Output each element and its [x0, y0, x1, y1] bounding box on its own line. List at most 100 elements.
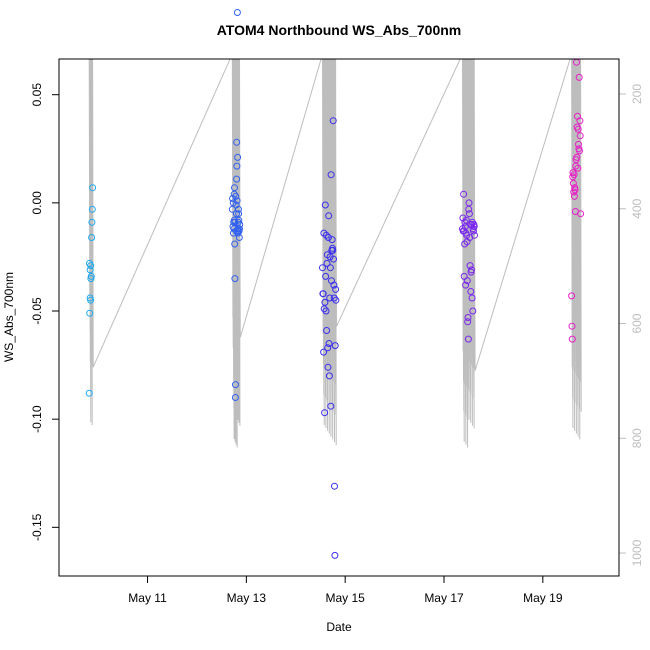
- data-point: [86, 309, 94, 317]
- data-point: [321, 298, 329, 306]
- series-5: [568, 58, 585, 343]
- data-point: [232, 192, 240, 200]
- data-point: [330, 281, 338, 289]
- data-point: [87, 296, 95, 304]
- data-point: [464, 314, 472, 321]
- x-tick-label: May 11: [128, 591, 167, 605]
- data-point: [576, 117, 584, 125]
- data-point: [232, 381, 239, 389]
- y-tick-label: 0.05: [30, 83, 44, 107]
- data-point: [327, 171, 335, 179]
- data-point: [327, 402, 335, 410]
- data-point: [575, 140, 582, 148]
- data-point: [233, 9, 241, 16]
- data-point: [232, 210, 240, 218]
- data-point: [235, 205, 242, 213]
- data-point: [470, 223, 478, 231]
- data-point: [234, 153, 242, 161]
- data-point: [322, 231, 330, 239]
- data-point: [464, 335, 472, 343]
- data-point: [235, 234, 243, 241]
- data-point: [324, 344, 332, 352]
- data-point: [332, 285, 340, 293]
- data-point: [325, 340, 333, 347]
- data-point: [231, 240, 239, 248]
- data-point: [85, 389, 93, 397]
- data-point: [322, 307, 330, 315]
- data-point: [468, 294, 476, 302]
- chart-title: ATOM4 Northbound WS_Abs_700nm: [217, 22, 462, 38]
- data-point: [463, 277, 471, 285]
- series-1: [85, 184, 97, 397]
- data-point: [236, 225, 243, 233]
- data-point: [323, 327, 331, 334]
- data-point: [322, 272, 330, 280]
- data-point: [88, 205, 96, 213]
- data-point: [331, 482, 338, 490]
- data-point: [332, 296, 340, 304]
- data-point: [320, 348, 328, 356]
- data-points: [85, 9, 585, 559]
- data-point: [326, 264, 334, 272]
- data-point: [461, 240, 469, 248]
- data-point: [326, 294, 334, 302]
- data-point: [330, 294, 338, 302]
- data-point: [325, 372, 333, 380]
- y-tick-label: -0.10: [30, 405, 44, 433]
- data-point: [88, 234, 96, 241]
- data-point: [319, 290, 327, 298]
- y-tick-label: -0.15: [30, 513, 44, 541]
- series-2: [228, 9, 244, 401]
- series-4: [459, 190, 478, 343]
- y2-tick-label: 200: [630, 84, 644, 104]
- data-point: [89, 184, 97, 192]
- x-tick-label: May 15: [325, 591, 365, 605]
- data-point: [235, 210, 243, 218]
- data-point: [320, 229, 328, 237]
- data-point: [470, 227, 477, 235]
- data-point: [468, 266, 475, 274]
- data-point: [573, 153, 581, 161]
- data-point: [329, 246, 337, 254]
- data-point: [574, 164, 582, 172]
- x-tick-label: May 19: [523, 591, 563, 605]
- data-point: [323, 259, 331, 267]
- data-point: [324, 234, 332, 241]
- data-point: [86, 266, 94, 274]
- data-point: [568, 292, 576, 300]
- data-point: [329, 117, 337, 125]
- data-point: [325, 212, 333, 220]
- data-point: [570, 192, 578, 200]
- data-point: [236, 221, 244, 228]
- y-tick-label: 0.00: [30, 191, 44, 215]
- data-point: [235, 216, 243, 224]
- x-axis: May 11 May 13 May 15 May 17 May 19: [128, 575, 563, 605]
- data-point: [465, 199, 473, 207]
- data-point: [462, 216, 470, 224]
- data-point: [460, 190, 468, 198]
- data-point: [233, 175, 241, 183]
- data-point: [568, 335, 576, 343]
- data-point: [233, 197, 241, 205]
- data-point: [469, 307, 477, 315]
- data-point: [231, 275, 239, 283]
- data-point: [328, 236, 336, 244]
- data-point: [87, 262, 95, 270]
- plot-frame: [58, 58, 620, 577]
- y2-tick-label: 1000: [630, 539, 644, 566]
- data-point: [464, 318, 472, 326]
- data-point: [574, 125, 582, 133]
- data-point: [233, 162, 241, 170]
- data-point: [466, 262, 474, 270]
- data-point: [88, 218, 96, 226]
- data-point: [331, 551, 339, 559]
- y-axis-label: WS_Abs_700nm: [2, 272, 16, 362]
- data-point: [575, 73, 583, 81]
- data-point: [572, 162, 580, 170]
- x-tick-label: May 17: [424, 591, 464, 605]
- data-point: [462, 281, 470, 289]
- data-point: [231, 394, 239, 401]
- data-point: [324, 363, 332, 371]
- data-point: [330, 255, 337, 263]
